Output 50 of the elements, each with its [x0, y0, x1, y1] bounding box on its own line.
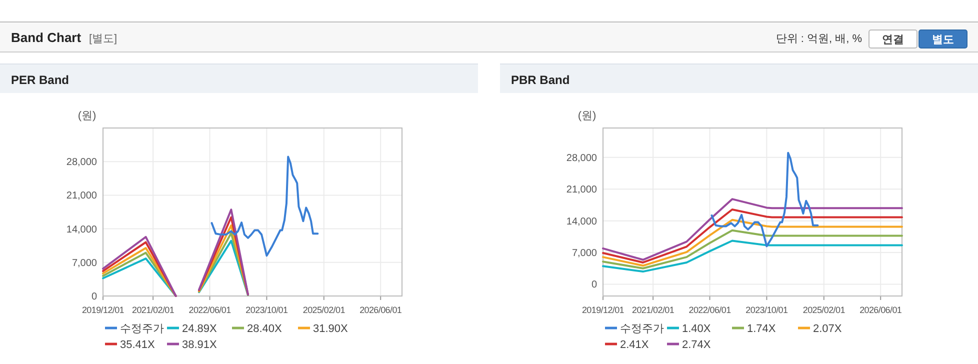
text: [별도]: [89, 33, 118, 45]
legend-label: 31.90X: [313, 323, 349, 335]
x-tick-label: 2023/10/01: [246, 305, 288, 315]
x-tick-label: 2019/12/01: [582, 305, 624, 315]
line-series: [602, 240, 903, 273]
text: 단위 : 억원, 배, %: [776, 33, 862, 45]
legend-label: 2.41X: [620, 339, 650, 351]
y-tick-label: 14,000: [66, 224, 98, 236]
line-series: [602, 229, 903, 270]
y-axis-title: (원): [578, 110, 596, 122]
chart-title: PER Band: [11, 73, 70, 87]
legend-label: 수정주가: [120, 323, 164, 335]
x-tick-label: 2025/02/01: [302, 305, 346, 315]
legend-label: 1.40X: [682, 323, 712, 335]
line-series: [602, 218, 903, 267]
legend-label: 28.40X: [247, 323, 283, 335]
y-tick-label: 28,000: [566, 152, 598, 164]
x-tick-label: 2025/02/01: [802, 305, 846, 315]
text: 별도: [932, 34, 954, 46]
legend-label: 수정주가: [620, 323, 664, 335]
x-tick-label: 2023/10/01: [746, 305, 788, 315]
x-tick-label: 2026/06/01: [360, 305, 402, 315]
y-tick-label: 0: [91, 292, 98, 302]
x-tick-label: 2022/06/01: [188, 305, 232, 315]
y-tick-label: 14,000: [566, 216, 598, 228]
legend-label: 2.07X: [813, 323, 842, 335]
x-tick-label: 2026/06/01: [860, 305, 902, 315]
x-tick-label: 2021/02/01: [632, 305, 674, 315]
x-tick-label: 2019/12/01: [82, 305, 124, 315]
y-axis-title: (원): [78, 110, 96, 122]
y-tick-label: 28,000: [66, 157, 98, 168]
line-series: [210, 156, 319, 257]
y-tick-label: 21,000: [66, 190, 98, 202]
line-series: [602, 208, 903, 264]
text: Band Chart: [11, 30, 82, 45]
y-tick-label: 21,000: [566, 184, 598, 196]
legend-label: 38.91X: [182, 339, 218, 351]
y-tick-label: 0: [591, 280, 598, 291]
legend-label: 35.41X: [120, 339, 156, 351]
y-tick-label: 7,000: [72, 258, 98, 269]
x-tick-label: 2021/02/01: [132, 305, 174, 315]
line-series: [602, 198, 903, 261]
legend-label: 2.74X: [682, 339, 712, 351]
legend-label: 24.89X: [182, 323, 218, 335]
legend-label: 1.74X: [747, 323, 776, 335]
y-tick-label: 7,000: [572, 248, 598, 260]
x-tick-label: 2022/06/01: [688, 305, 732, 315]
text: 연결: [882, 34, 904, 46]
chart-title: PBR Band: [511, 73, 570, 87]
line-series: [710, 152, 819, 248]
